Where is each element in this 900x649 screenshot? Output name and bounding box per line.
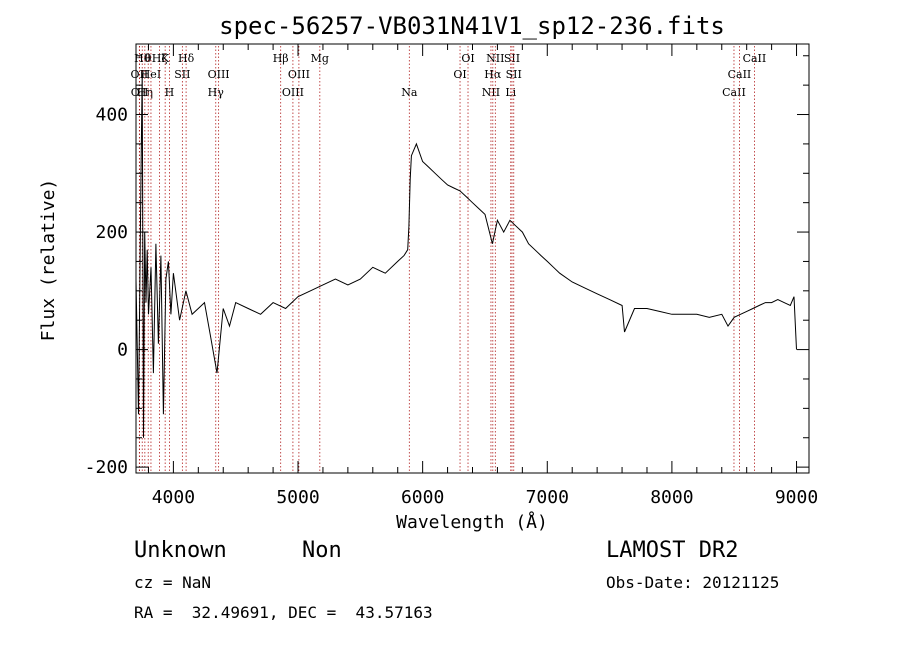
line-marker-label: K — [161, 52, 170, 65]
line-marker-label: Hδ — [178, 52, 195, 65]
line-marker-label: Hα — [484, 68, 502, 81]
line-marker-label: CaII — [728, 68, 752, 81]
line-marker-label: SII — [174, 68, 190, 81]
line-marker-label: HeI — [141, 68, 161, 81]
line-marker-label: Mg — [311, 52, 329, 65]
line-marker-label: OI — [461, 52, 474, 65]
chart-title: spec-56257-VB031N41V1_sp12-236.fits — [219, 12, 725, 40]
line-marker-label: θ — [145, 52, 152, 65]
x-tick-label: 6000 — [401, 487, 444, 508]
line-marker-label: Li — [505, 86, 516, 99]
x-tick-label: 7000 — [526, 487, 569, 508]
line-marker-label: OI — [453, 68, 466, 81]
line-marker-label: NII — [486, 52, 504, 65]
line-marker-label: Hη — [137, 86, 153, 99]
y-tick-label: 0 — [117, 340, 128, 361]
line-marker-label: CaII — [743, 52, 767, 65]
line-marker-label: Na — [401, 86, 418, 99]
x-tick-label: 9000 — [775, 487, 818, 508]
line-marker-label: SII — [506, 68, 522, 81]
emission-line-markers: OIIOIIHθHηθHeIHζKHSIIHδHγOIIIHβOIIIOIIIM… — [131, 46, 767, 471]
line-marker-label: H — [165, 86, 175, 99]
y-tick-label: 400 — [95, 105, 128, 126]
redshift-cz: cz = NaN — [134, 573, 212, 592]
line-marker-label: OII — [131, 86, 149, 99]
y-axis-label: Flux (relative) — [38, 179, 59, 342]
y-tick-label: -200 — [85, 457, 128, 478]
spectral-class: Unknown — [134, 538, 227, 563]
observation-date: Obs-Date: 20121125 — [606, 573, 780, 592]
line-marker-label: CaII — [722, 86, 746, 99]
spectral-subclass: Non — [302, 538, 342, 563]
spectrum-series-line — [135, 73, 797, 438]
plot-frame — [135, 43, 810, 474]
line-marker-label: SII — [504, 52, 520, 65]
survey-name: LAMOST DR2 — [606, 538, 739, 563]
x-tick-label: 4000 — [152, 487, 195, 508]
line-marker-label: OIII — [282, 86, 304, 99]
x-axis-label: Wavelength (Å) — [396, 511, 548, 533]
line-marker-label: Hγ — [208, 86, 225, 99]
x-tick-label: 5000 — [276, 487, 319, 508]
axis-ticks: 4000 5000 6000 7000 8000 9000 -200 0 200 400 — [85, 44, 818, 508]
line-marker-label: Hβ — [273, 52, 289, 65]
line-marker-label: OIII — [288, 68, 310, 81]
line-marker-label: OIII — [208, 68, 230, 81]
line-marker-label: Hζ — [152, 52, 168, 65]
coordinates: RA = 32.49691, DEC = 43.57163 — [134, 603, 433, 622]
line-marker-label: NII — [482, 86, 500, 99]
x-tick-label: 8000 — [650, 487, 693, 508]
line-marker-label: Hθ — [134, 52, 151, 65]
y-tick-label: 200 — [95, 222, 128, 243]
